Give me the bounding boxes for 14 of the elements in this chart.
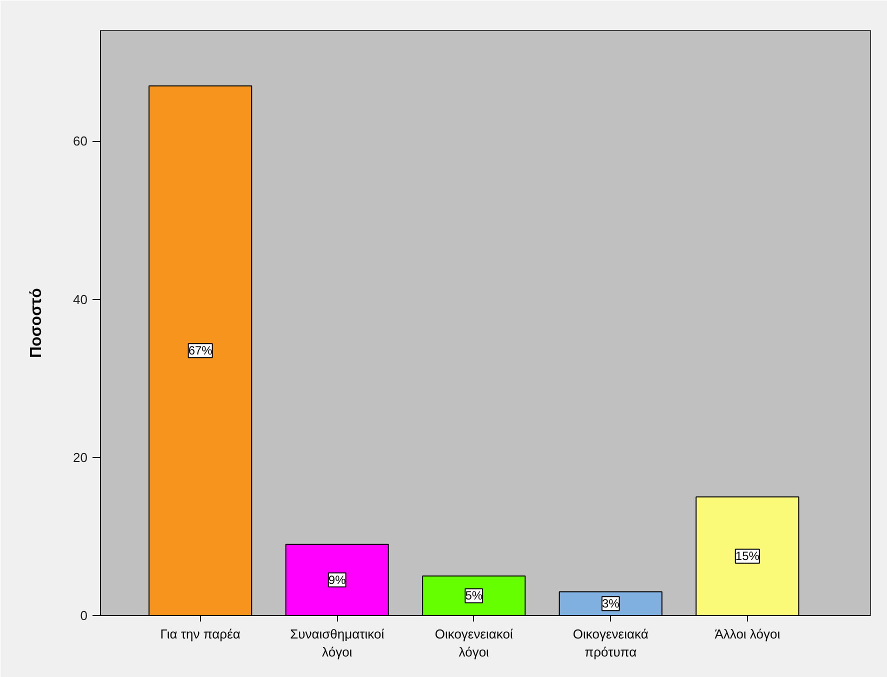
y-tick-label: 60 <box>73 134 88 149</box>
x-tick-label: Για την παρέα <box>160 626 241 642</box>
data-label: 67% <box>188 344 213 358</box>
y-tick-label: 20 <box>73 450 88 465</box>
y-tick-label: 40 <box>73 292 88 307</box>
x-tick-label: Οικογενειακοί λόγοι <box>434 626 513 660</box>
x-tick-label: Άλλοι λόγοι <box>714 626 780 642</box>
y-axis-title: Ποσοστό <box>28 288 46 358</box>
data-label: 9% <box>328 572 346 587</box>
x-tick-label: Οικογενειακά πρότυπα <box>572 626 649 660</box>
data-label: 3% <box>602 596 620 611</box>
data-label: 15% <box>735 549 760 564</box>
x-tick-label: Συναισθηματικοί λόγοι <box>290 626 384 660</box>
y-tick-label: 0 <box>80 608 88 623</box>
